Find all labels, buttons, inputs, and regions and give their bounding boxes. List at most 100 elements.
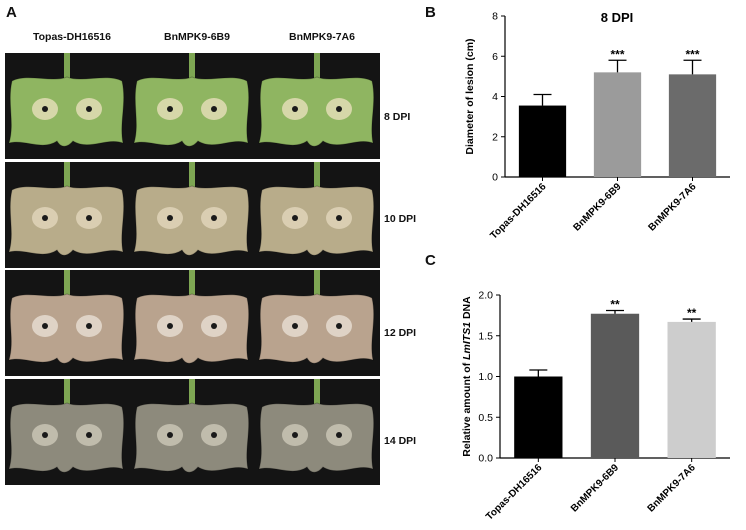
inoculation-point xyxy=(86,323,92,329)
chart-b-significance-mark: *** xyxy=(610,47,624,61)
chart-b-title: 8 DPI xyxy=(601,10,634,25)
chart-c-y-tick-label: 1.5 xyxy=(478,330,493,342)
leaf-photo-row-12dpi xyxy=(5,270,380,376)
leaf-group xyxy=(133,379,250,473)
dpi-label-14: 14 DPI xyxy=(384,435,417,447)
dpi-label-10: 10 DPI xyxy=(384,213,417,225)
chart-b-y-tick-label: 0 xyxy=(492,172,498,184)
chart-c-bar xyxy=(667,321,716,458)
leaf-photo-row-14dpi xyxy=(5,379,380,485)
inoculation-point xyxy=(336,106,342,112)
inoculation-point xyxy=(292,432,298,438)
leaf-group xyxy=(258,270,375,364)
inoculation-point xyxy=(211,323,217,329)
leaf-blade xyxy=(133,185,250,256)
leaf-blade xyxy=(8,76,125,147)
inoculation-point xyxy=(211,215,217,221)
inoculation-point xyxy=(86,215,92,221)
chart-c-significance-mark: ** xyxy=(687,306,697,320)
leaf-blade xyxy=(133,402,250,473)
leaf-photo xyxy=(8,270,375,364)
chart-b-y-tick-label: 8 xyxy=(492,11,498,23)
leaf-petiole xyxy=(64,162,70,192)
column-label-6b9: BnMPK9-6B9 xyxy=(164,31,230,43)
inoculation-point xyxy=(292,215,298,221)
chart-c-y-axis-label: Relative amount of LmITS1 DNA xyxy=(461,296,473,457)
panel-a-letter: A xyxy=(6,4,17,21)
panel-b-letter: B xyxy=(425,4,436,21)
column-label-topas: Topas-DH16516 xyxy=(32,31,111,43)
dpi-label-8: 8 DPI xyxy=(384,111,411,123)
inoculation-point xyxy=(86,432,92,438)
leaf-group xyxy=(8,53,125,147)
chart-c-significance-mark: ** xyxy=(610,297,620,311)
leaf-blade xyxy=(258,76,375,147)
leaf-blade xyxy=(258,402,375,473)
leaf-group xyxy=(133,162,250,256)
leaf-petiole xyxy=(314,270,320,300)
inoculation-point xyxy=(42,323,48,329)
leaf-petiole xyxy=(64,53,70,83)
inoculation-point xyxy=(211,106,217,112)
leaf-blade xyxy=(8,402,125,473)
lesion-diameter-bar-chart: 02468Topas-DH16516***BnMPK9-6B9***BnMPK9… xyxy=(464,10,730,242)
leaf-photo xyxy=(8,162,375,256)
chart-c-x-tick-label: BnMPK9-6B9 xyxy=(569,462,621,514)
dpi-label-12: 12 DPI xyxy=(384,327,417,339)
inoculation-point xyxy=(167,215,173,221)
chart-c-x-tick-label: BnMPK9-7A6 xyxy=(646,462,698,514)
leaf-petiole xyxy=(189,270,195,300)
leaf-photo-row-8dpi xyxy=(5,53,380,159)
leaf-group xyxy=(133,270,250,364)
inoculation-point xyxy=(167,432,173,438)
chart-c-y-axis-label-part: DNA xyxy=(461,296,473,322)
inoculation-point xyxy=(336,215,342,221)
leaf-petiole xyxy=(189,379,195,409)
leaf-blade xyxy=(258,293,375,364)
chart-c-bar xyxy=(514,376,563,458)
chart-b-y-tick-label: 6 xyxy=(492,51,498,63)
inoculation-point xyxy=(42,215,48,221)
chart-c-y-tick-label: 2.0 xyxy=(478,290,493,302)
leaf-photo xyxy=(8,379,375,473)
leaf-petiole xyxy=(64,270,70,300)
chart-c-y-tick-label: 1.0 xyxy=(478,371,493,383)
chart-b-bar xyxy=(518,105,567,177)
leaf-blade xyxy=(8,293,125,364)
leaf-petiole xyxy=(314,162,320,192)
leaf-petiole xyxy=(189,162,195,192)
chart-b-y-tick-label: 2 xyxy=(492,131,498,143)
leaf-blade xyxy=(258,185,375,256)
leaf-group xyxy=(258,379,375,473)
inoculation-point xyxy=(336,323,342,329)
leaf-photo xyxy=(8,53,375,147)
leaf-blade xyxy=(133,293,250,364)
chart-c-x-tick-label: Topas-DH16516 xyxy=(484,462,545,523)
leaf-group xyxy=(258,53,375,147)
leaf-blade xyxy=(8,185,125,256)
chart-c-bar xyxy=(590,313,640,458)
chart-c-y-axis-label-part: Relative amount of xyxy=(461,360,473,457)
leaf-photo-row-10dpi xyxy=(5,162,380,268)
leaf-blade xyxy=(133,76,250,147)
inoculation-point xyxy=(86,106,92,112)
inoculation-point xyxy=(42,106,48,112)
chart-c-y-axis-label-part: LmITS1 xyxy=(461,322,473,360)
column-label-7a6: BnMPK9-7A6 xyxy=(289,31,355,43)
chart-b-bar xyxy=(593,72,642,177)
chart-c-y-tick-label: 0.5 xyxy=(478,412,493,424)
leaf-petiole xyxy=(314,379,320,409)
leaf-petiole xyxy=(64,379,70,409)
chart-b-bar xyxy=(668,74,717,177)
chart-b-y-tick-label: 4 xyxy=(492,91,498,103)
inoculation-point xyxy=(211,432,217,438)
chart-c-y-tick-label: 0.0 xyxy=(478,453,493,465)
leaf-group xyxy=(8,162,125,256)
leaf-group xyxy=(8,379,125,473)
leaf-group xyxy=(133,53,250,147)
inoculation-point xyxy=(42,432,48,438)
leaf-petiole xyxy=(314,53,320,83)
panel-c-letter: C xyxy=(425,252,436,269)
leaf-group xyxy=(8,270,125,364)
